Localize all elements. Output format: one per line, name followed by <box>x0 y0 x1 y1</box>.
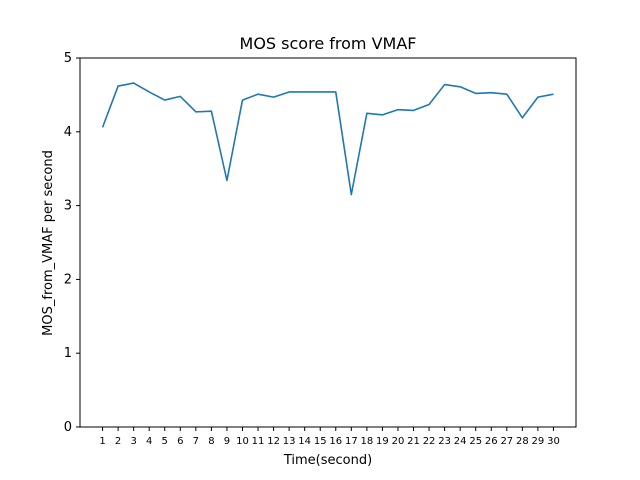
x-tick-label: 2 <box>115 436 121 447</box>
x-tick-label: 3 <box>130 436 136 447</box>
x-tick-label: 25 <box>469 436 482 447</box>
x-tick-label: 19 <box>376 436 389 447</box>
x-tick-label: 13 <box>283 436 296 447</box>
x-tick-label: 12 <box>267 436 280 447</box>
chart-title: MOS score from VMAF <box>240 34 417 53</box>
x-tick-label: 1 <box>99 436 105 447</box>
x-tick-label: 14 <box>298 436 311 447</box>
x-tick-label: 30 <box>547 436 560 447</box>
x-tick-label: 11 <box>252 436 265 447</box>
x-tick-label: 6 <box>177 436 183 447</box>
x-tick-label: 17 <box>345 436 358 447</box>
x-tick-label: 7 <box>193 436 199 447</box>
y-tick-label: 3 <box>64 199 72 214</box>
x-tick-label: 29 <box>532 436 545 447</box>
y-tick-label: 5 <box>64 51 72 66</box>
x-tick-label: 24 <box>454 436 467 447</box>
x-axis: 1 2 3 4 5 6 7 8 9 10 11 12 13 14 15 16 17 18 19 20 21 22 23 24 2… <box>99 427 560 447</box>
x-tick-label: 21 <box>407 436 420 447</box>
x-tick-label: 18 <box>361 436 374 447</box>
x-tick-label: 16 <box>329 436 342 447</box>
y-tick-label: 4 <box>64 125 72 140</box>
x-tick-label: 5 <box>162 436 168 447</box>
x-tick-label: 26 <box>485 436 498 447</box>
x-tick-label: 4 <box>146 436 152 447</box>
x-tick-label: 15 <box>314 436 327 447</box>
series-line <box>101 82 554 196</box>
x-tick-label: 20 <box>392 436 405 447</box>
x-tick-label: 28 <box>516 436 529 447</box>
x-tick-label: 22 <box>423 436 436 447</box>
x-tick-label: 9 <box>224 436 230 447</box>
y-tick-label: 0 <box>64 420 72 435</box>
y-tick-label: 1 <box>64 346 72 361</box>
x-tick-label: 23 <box>438 436 451 447</box>
y-tick-label: 2 <box>64 272 72 287</box>
x-tick-label: 8 <box>208 436 214 447</box>
plot-frame <box>79 57 577 428</box>
x-axis-label: Time(second) <box>283 453 372 468</box>
y-axis-label: MOS_from_VMAF per second <box>41 150 56 336</box>
plot-area <box>101 82 554 196</box>
x-tick-label: 27 <box>500 436 513 447</box>
y-axis: 0 1 2 3 4 5 <box>64 51 80 435</box>
x-tick-label: 10 <box>236 436 249 447</box>
